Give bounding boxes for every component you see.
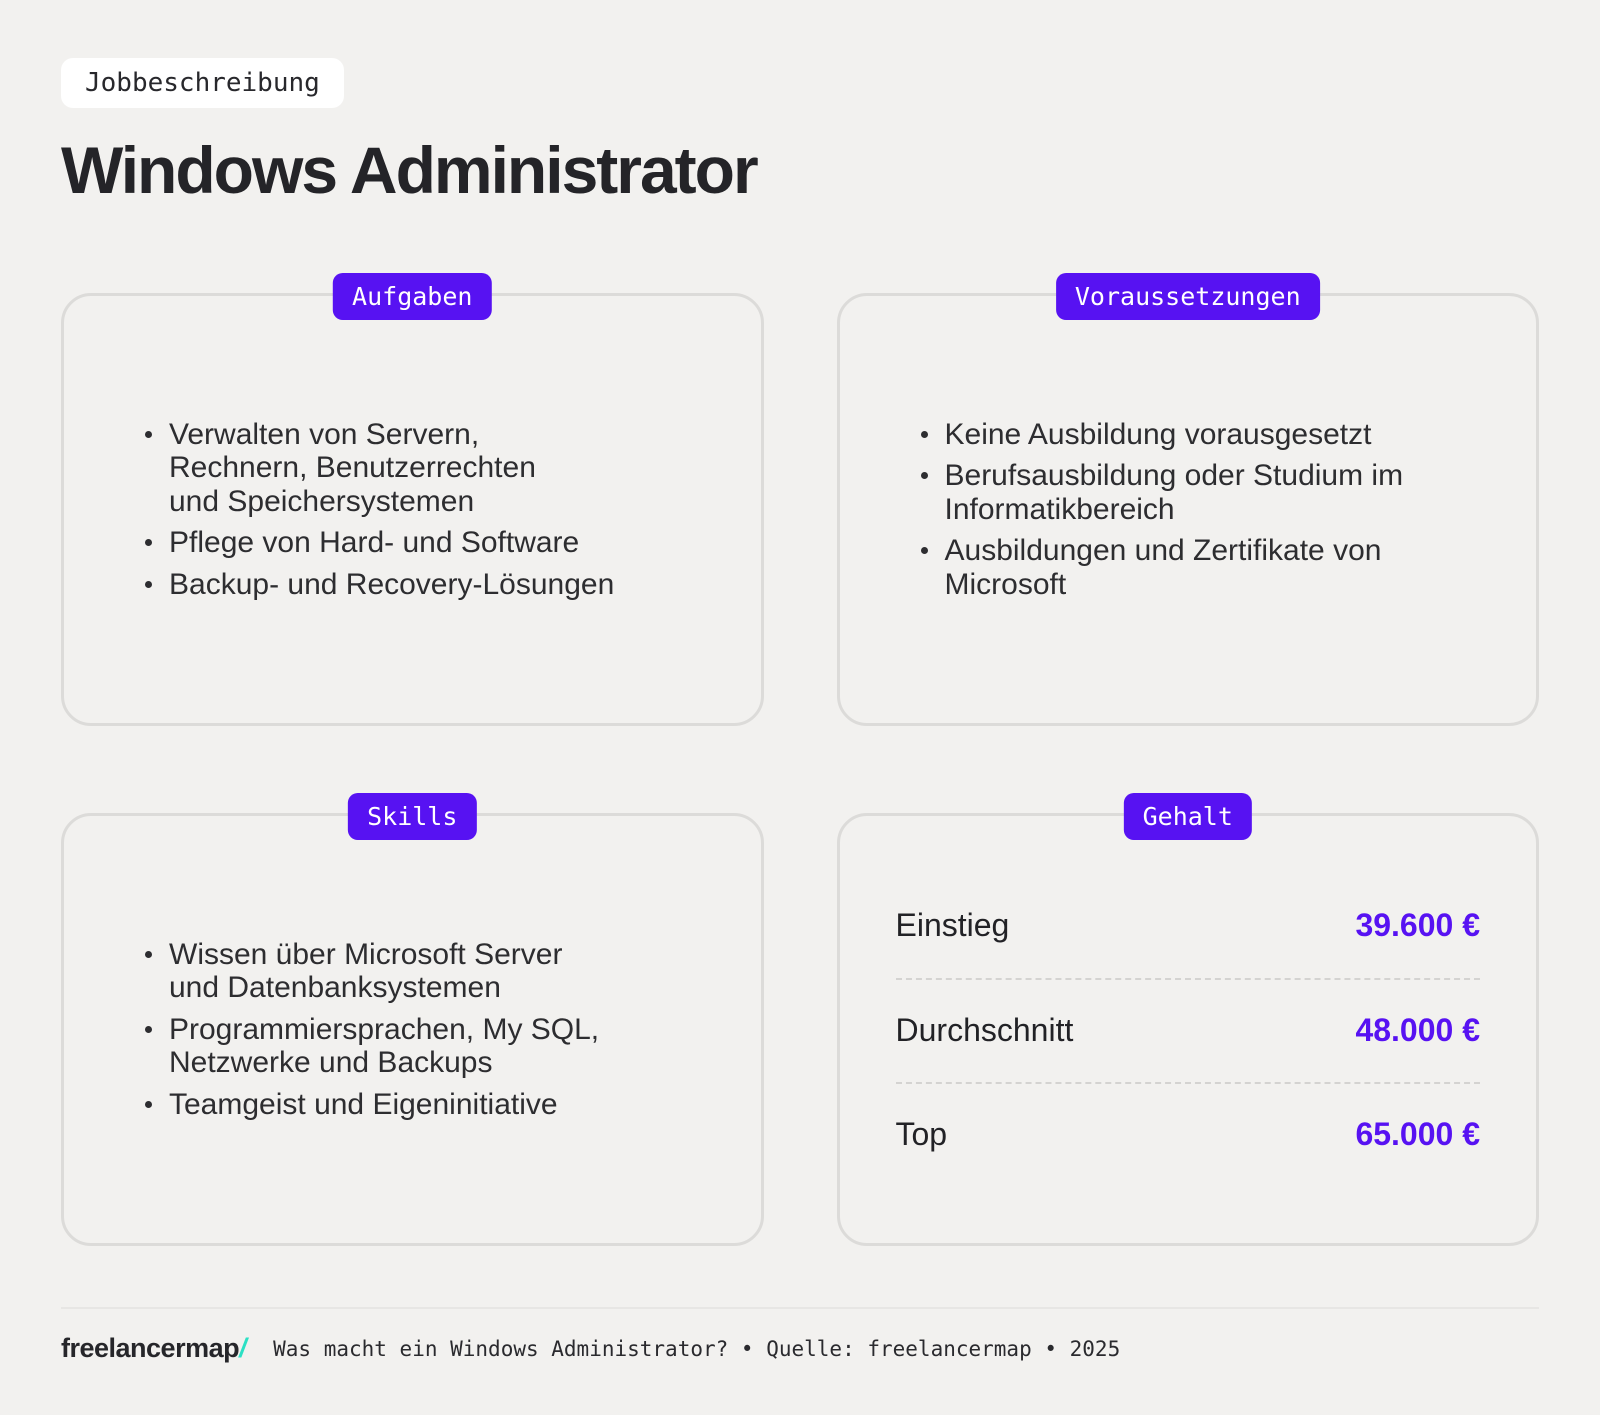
salary-label: Top <box>895 1116 948 1152</box>
freelancermap-logo: freelancermap/ <box>61 1333 247 1364</box>
bullet-list-aufgaben: Verwalten von Servern, Rechnern, Benutze… <box>142 410 683 610</box>
card-body-gehalt: Einstieg 39.600 € Durchschnitt 48.000 € … <box>840 816 1537 1243</box>
card-body-skills: Wissen über Microsoft Server und Datenba… <box>64 816 761 1243</box>
bullet-list-voraussetzungen: Keine Ausbildung vorausgesetzt Berufsaus… <box>918 410 1459 610</box>
card-badge-aufgaben: Aufgaben <box>333 273 492 320</box>
list-item: Wissen über Microsoft Server und Datenba… <box>142 938 683 1005</box>
card-body-voraussetzungen: Keine Ausbildung vorausgesetzt Berufsaus… <box>840 296 1537 723</box>
card-skills: Skills Wissen über Microsoft Server und … <box>61 793 764 1246</box>
salary-value: 65.000 € <box>1355 1116 1480 1152</box>
eyebrow-badge: Jobbeschreibung <box>61 58 344 108</box>
card-body-aufgaben: Verwalten von Servern, Rechnern, Benutze… <box>64 296 761 723</box>
logo-slash-icon: / <box>239 1333 247 1363</box>
logo-wordmark: freelancermap <box>61 1333 240 1363</box>
footer: freelancermap/ Was macht ein Windows Adm… <box>61 1309 1539 1364</box>
salary-row-einstieg: Einstieg 39.600 € <box>896 874 1481 978</box>
salary-label: Durchschnitt <box>895 1012 1074 1048</box>
card-badge-voraussetzungen: Voraussetzungen <box>1055 273 1320 320</box>
footer-caption: Was macht ein Windows Administrator? • Q… <box>273 1336 1121 1361</box>
salary-row-top: Top 65.000 € <box>895 1081 1480 1186</box>
page-title: Windows Administrator <box>61 133 759 207</box>
list-item: Programmiersprachen, My SQL, Netzwerke u… <box>142 1013 683 1080</box>
list-item: Keine Ausbildung vorausgesetzt <box>918 418 1459 452</box>
card-aufgaben: Aufgaben Verwalten von Servern, Rechnern… <box>61 273 764 726</box>
cards-grid: Aufgaben Verwalten von Servern, Rechnern… <box>61 273 1539 1246</box>
list-item: Ausbildungen und Zertifikate von Microso… <box>918 534 1459 601</box>
salary-value: 48.000 € <box>1355 1012 1480 1048</box>
bullet-list-skills: Wissen über Microsoft Server und Datenba… <box>142 930 683 1130</box>
list-item: Verwalten von Servern, Rechnern, Benutze… <box>142 418 683 519</box>
salary-label: Einstieg <box>895 907 1010 943</box>
card-voraussetzungen: Voraussetzungen Keine Ausbildung vorausg… <box>836 273 1539 726</box>
card-gehalt: Gehalt Einstieg 39.600 € Durchschnitt 48… <box>836 793 1539 1246</box>
list-item: Backup- und Recovery-Lösungen <box>142 568 683 602</box>
card-badge-gehalt: Gehalt <box>1123 793 1252 840</box>
salary-row-durchschnitt: Durchschnitt 48.000 € <box>895 977 1480 1082</box>
list-item: Pflege von Hard- und Software <box>142 526 683 560</box>
list-item: Teamgeist und Eigeninitiative <box>142 1088 683 1122</box>
card-badge-skills: Skills <box>348 793 477 840</box>
footer-divider <box>61 1307 1539 1309</box>
salary-value: 39.600 € <box>1355 907 1480 943</box>
list-item: Berufsausbildung oder Studium im Informa… <box>918 459 1459 526</box>
